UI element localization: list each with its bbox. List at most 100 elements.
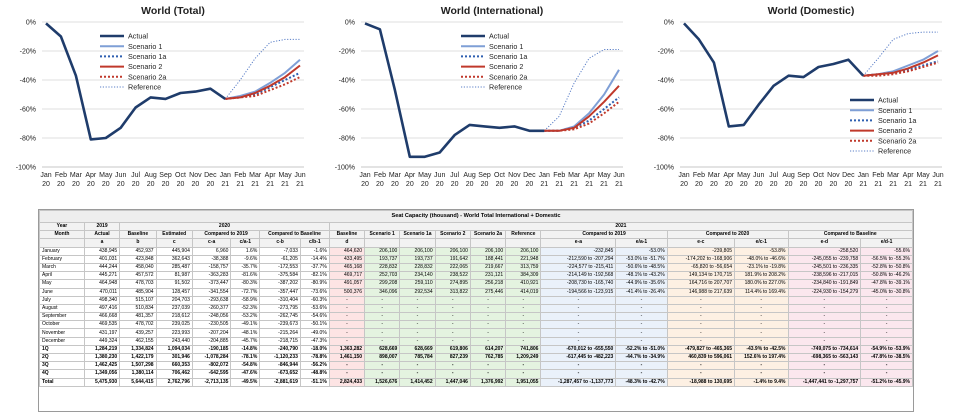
column-header: Month [39, 230, 85, 240]
table-cell: 410,921 [505, 279, 542, 289]
x-tick-year: 20 [481, 181, 489, 188]
table-cell: -38,388 [191, 254, 232, 264]
table-cell: -73.6% [299, 287, 330, 297]
y-tick-label: -40% [339, 78, 355, 85]
table-cell: 1,951,055 [505, 377, 542, 387]
table-cell: -375,584 [259, 271, 301, 281]
table-cell: 152.6% to 197.4% [734, 352, 789, 363]
year-2021: 2021 [328, 221, 913, 232]
table-cell: - [505, 336, 542, 346]
x-tick-month: Nov [827, 172, 840, 179]
table-cell: 485,904 [119, 287, 157, 297]
table-cell: 285,487 [155, 262, 193, 273]
table-cell: -48.1% to -43.2% [615, 271, 668, 281]
y-tick-label: -20% [658, 49, 674, 56]
table-cell: -50.1% [299, 320, 330, 330]
x-tick-month: Jul [131, 172, 140, 179]
column-formula: e-d [787, 238, 862, 248]
table-cell: - [505, 320, 542, 330]
y-tick-label: 0% [26, 20, 36, 27]
x-tick-month: Apr [903, 172, 915, 179]
x-tick-year: 21 [859, 181, 867, 188]
series-line-scenario-2 [863, 54, 939, 77]
legend-label: Actual [128, 32, 148, 41]
series-line-reference [543, 49, 619, 132]
column-header: Scenario 1a [399, 230, 436, 240]
x-tick-month: Dec [523, 172, 536, 179]
x-tick-year: 20 [740, 181, 748, 188]
legend-label: Reference [878, 147, 911, 156]
table-cell: -673,652 [259, 369, 301, 379]
table-cell: -78.8% [299, 352, 330, 363]
table-cell: -61,205 [259, 254, 301, 264]
table-cell: -2,713,135 [191, 377, 232, 387]
table-cell: 180.0% to 227.0% [734, 279, 789, 289]
y-tick-label: -80% [20, 136, 36, 143]
table-cell: - [734, 328, 789, 338]
table-cell: 462,155 [119, 336, 157, 346]
table-cell: - [505, 361, 542, 371]
table-cell: 146,988 to 217,639 [666, 287, 736, 297]
table-cell: -1.4% to 9.4% [734, 377, 789, 387]
table-cell: 206,100 [434, 246, 471, 256]
table-cell: 1,462,425 [83, 361, 121, 371]
series-line-scenario-2 [544, 85, 620, 132]
y-tick-label: -20% [339, 49, 355, 56]
table-cell: 3Q [39, 361, 85, 371]
header-row-formula: a b c c-a c/a-1 c-b c/b-1 d e-a e/a-1 e-c e/c-1 e-d e… [39, 238, 913, 248]
table-cell: 228,832 [399, 262, 436, 273]
table-cell: - [540, 361, 617, 371]
x-tick-month: Apr [85, 172, 97, 179]
year-label: Year [39, 221, 85, 232]
x-tick-year: 20 [147, 181, 155, 188]
table-cell: -1,120,233 [259, 352, 301, 363]
legend-label: Scenario 1 [878, 106, 912, 115]
table-cell: -341,554 [191, 287, 232, 297]
table-cell: 206,100 [469, 246, 507, 256]
x-tick-month: Jun [434, 172, 445, 179]
x-tick-month: Aug [463, 172, 476, 179]
x-tick-year: 21 [281, 181, 289, 188]
table-row: January 438,945 452,937 445,904 6,960 1.6% -7,… [39, 246, 913, 256]
table-cell: - [399, 328, 436, 338]
table-cell: - [666, 320, 736, 330]
x-tick-year: 21 [615, 181, 623, 188]
column-formula [469, 238, 507, 248]
table-cell: 256,218 [469, 279, 507, 289]
x-tick-month: May [418, 172, 432, 179]
table-cell: -14.4% [299, 254, 330, 264]
table-cell: 259,110 [399, 279, 436, 289]
legend-label: Scenario 1 [128, 42, 162, 51]
x-tick-month: May [597, 172, 611, 179]
x-tick-month: Apr [404, 172, 416, 179]
table-cell: - [364, 295, 401, 305]
table-cell: -18.0% [299, 344, 330, 355]
column-formula: e-c [666, 238, 736, 248]
table-cell: 181.9% to 208.2% [734, 271, 789, 281]
table-row: 3Q 1,462,425 1,507,298 660,353 -802,072 -54.8… [39, 361, 913, 371]
table-cell: - [505, 295, 542, 305]
x-tick-month: May [737, 172, 751, 179]
table-cell: 252,703 [364, 271, 401, 281]
table-cell: -50.8% to -46.2% [860, 271, 913, 281]
table-cell: 1,349,056 [83, 369, 121, 379]
column-header: Reference [505, 230, 542, 240]
x-tick-month: Sep [478, 172, 491, 179]
x-tick-year: 20 [755, 181, 763, 188]
table-cell: -218,715 [259, 336, 301, 346]
y-tick-label: 0% [664, 20, 674, 27]
column-formula: c-b [259, 238, 301, 248]
table-cell: 439,257 [119, 328, 157, 338]
table-cell: - [615, 361, 668, 371]
table-cell: 1,461,150 [328, 352, 366, 363]
table-cell: 313,822 [434, 287, 471, 297]
column-header: Actual [83, 230, 121, 240]
x-tick-month: Feb [234, 172, 246, 179]
table-cell: - [787, 295, 862, 305]
table-cell: 469,717 [328, 271, 366, 281]
table-cell: -47.8% to -38.5% [860, 352, 913, 363]
legend-label: Scenario 1a [878, 116, 916, 125]
x-tick-month: Mar [568, 172, 581, 179]
x-tick-year: 20 [87, 181, 95, 188]
legend-label: Scenario 1a [489, 52, 527, 61]
